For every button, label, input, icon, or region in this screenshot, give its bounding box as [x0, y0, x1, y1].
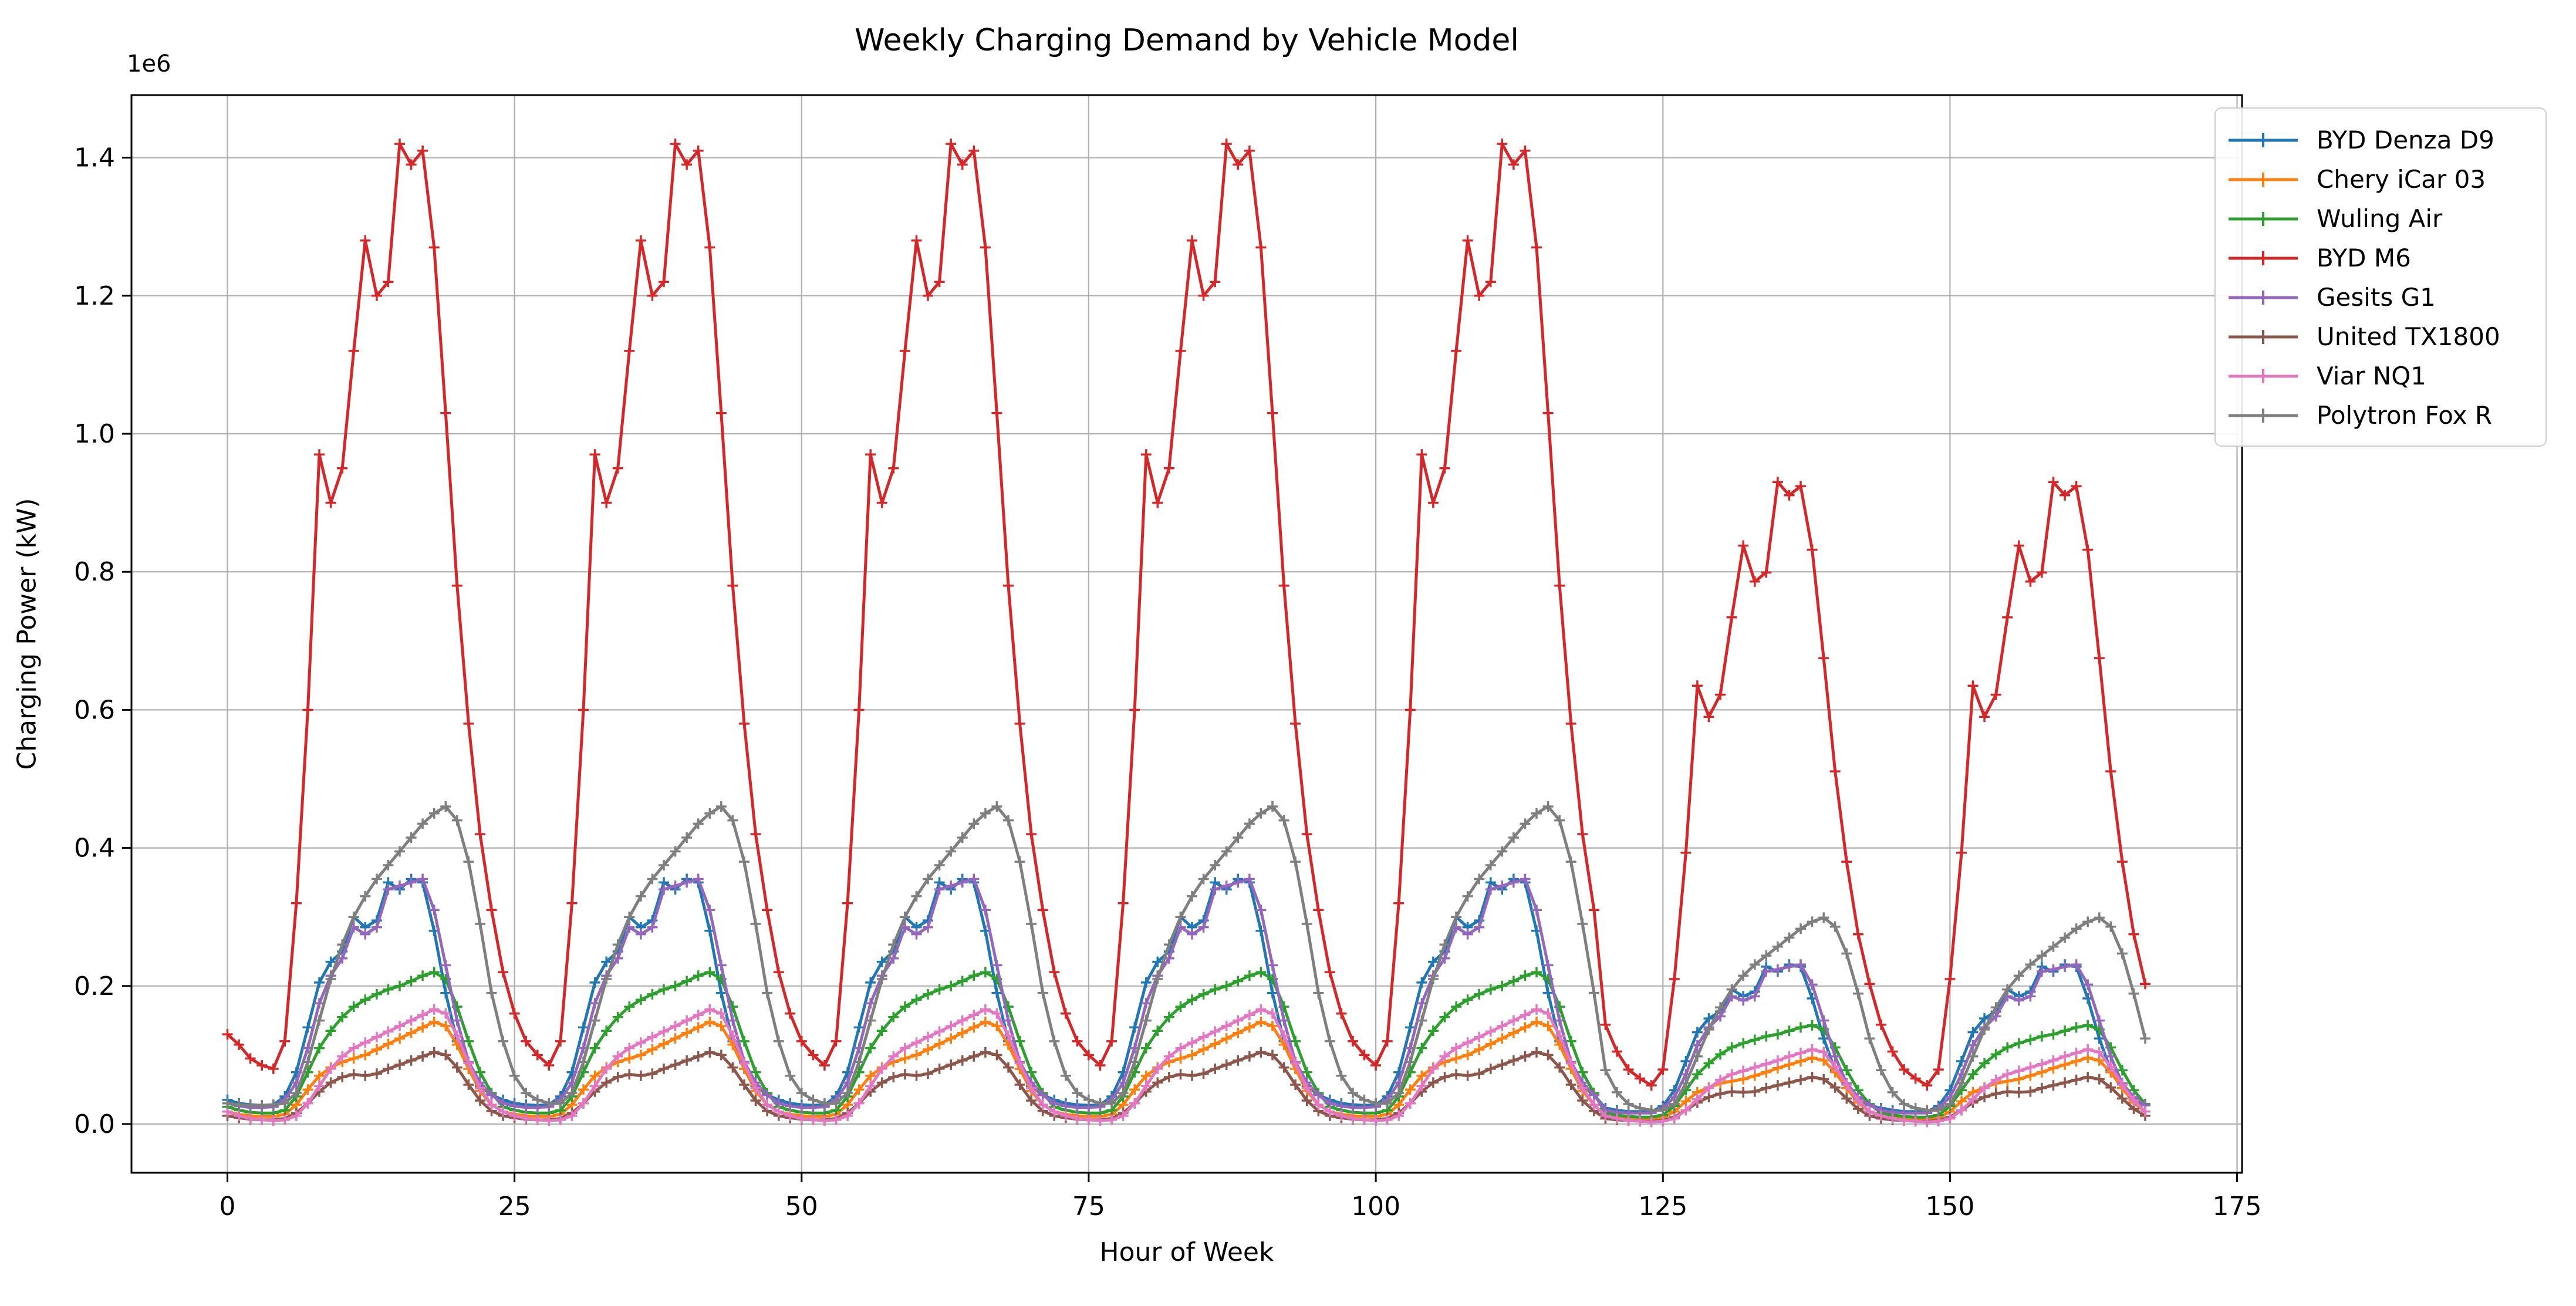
legend-label: BYD Denza D9 — [2317, 126, 2494, 154]
legend-line-marker-icon — [2225, 245, 2301, 271]
x-tick-label: 50 — [785, 1192, 818, 1221]
x-tick-label: 175 — [2213, 1192, 2262, 1221]
x-tick-label: 75 — [1072, 1192, 1105, 1221]
legend-line-marker-icon — [2225, 206, 2301, 232]
legend-item: Wuling Air — [2225, 199, 2536, 238]
legend-line-marker-icon — [2225, 363, 2301, 389]
series-markers-gesits-g1 — [222, 873, 2150, 1119]
legend-item: BYD M6 — [2225, 238, 2536, 278]
y-axis-label: Charging Power (kW) — [12, 498, 42, 770]
legend-item: United TX1800 — [2225, 317, 2536, 356]
legend-label: Viar NQ1 — [2317, 362, 2427, 390]
legend-label: BYD M6 — [2317, 244, 2411, 272]
legend-label: Chery iCar 03 — [2317, 165, 2486, 194]
x-axis-label: Hour of Week — [1099, 1237, 1274, 1267]
series-line-byd-m6 — [226, 142, 2147, 1087]
legend-line-marker-icon — [2225, 403, 2301, 428]
y-tick-label: 0.0 — [74, 1109, 115, 1139]
x-tick-label: 25 — [498, 1192, 531, 1221]
series-markers-viar-nq1 — [222, 1004, 2150, 1128]
legend-line-marker-icon — [2225, 285, 2301, 311]
legend-line-marker-icon — [2225, 324, 2301, 350]
series-markers-polytron-fox-r — [222, 801, 2150, 1116]
legend-label: United TX1800 — [2317, 322, 2500, 351]
plot-border — [130, 94, 2243, 1174]
legend-item: Gesits G1 — [2225, 278, 2536, 317]
legend-label: Wuling Air — [2317, 204, 2443, 233]
legend-label: Polytron Fox R — [2317, 401, 2492, 430]
y-tick-label: 0.8 — [74, 557, 115, 587]
series-markers-byd-m6 — [222, 139, 2150, 1091]
x-tick-label: 0 — [220, 1192, 236, 1221]
y-tick-label: 1.4 — [74, 143, 115, 173]
chart-title: Weekly Charging Demand by Vehicle Model — [855, 23, 1519, 58]
x-tick-label: 100 — [1351, 1192, 1400, 1221]
y-tick-label: 0.2 — [74, 971, 115, 1001]
y-tick-label: 1.0 — [74, 419, 115, 449]
series-markers-byd-denza-d9 — [222, 873, 2150, 1117]
y-tick-label: 1.2 — [74, 281, 115, 311]
legend: BYD Denza D9 Chery iCar 03 Wuling Air BY… — [2214, 107, 2547, 447]
legend-item: Polytron Fox R — [2225, 396, 2536, 435]
y-tick-label: 0.4 — [74, 833, 115, 863]
legend-line-marker-icon — [2225, 167, 2301, 193]
legend-item: Viar NQ1 — [2225, 356, 2536, 396]
y-tick-label: 0.6 — [74, 695, 115, 725]
legend-label: Gesits G1 — [2317, 283, 2436, 312]
x-tick-label: 125 — [1638, 1192, 1687, 1221]
legend-line-marker-icon — [2225, 127, 2301, 153]
legend-item: BYD Denza D9 — [2225, 120, 2536, 160]
y-axis-offset-label: 1e6 — [127, 50, 171, 77]
legend-item: Chery iCar 03 — [2225, 160, 2536, 199]
x-tick-label: 150 — [1925, 1192, 1974, 1221]
